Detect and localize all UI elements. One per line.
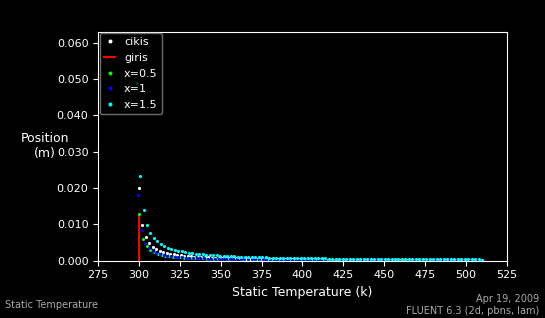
Text: Static Temperature: Static Temperature [5, 300, 99, 310]
cikis [202, 255, 208, 259]
x=1 [387, 258, 394, 262]
X-axis label: Static Temperature (k): Static Temperature (k) [232, 286, 373, 299]
x=1.5 [340, 257, 346, 260]
Line: x=0.5: x=0.5 [137, 212, 476, 262]
x=1 [135, 193, 141, 197]
cikis [479, 258, 486, 262]
x=1.5 [311, 256, 318, 260]
x=1 [377, 258, 383, 262]
Line: cikis: cikis [137, 186, 484, 262]
Text: Apr 19, 2009: Apr 19, 2009 [476, 294, 540, 304]
giris [136, 215, 142, 219]
cikis [451, 258, 458, 262]
x=0.5 [369, 258, 376, 262]
x=0.5 [238, 257, 244, 261]
x=1.5 [451, 258, 458, 261]
x=1.5 [479, 258, 486, 261]
Text: FLUENT 6.3 (2d, pbns, lam): FLUENT 6.3 (2d, pbns, lam) [407, 306, 540, 316]
cikis [462, 258, 468, 262]
x=0.5 [414, 258, 421, 262]
x=1.5 [462, 258, 468, 261]
x=1 [479, 259, 486, 262]
Line: x=1: x=1 [136, 194, 484, 262]
cikis [340, 258, 347, 261]
x=0.5 [471, 259, 477, 262]
Legend: cikis, giris, x=0.5, x=1, x=1.5: cikis, giris, x=0.5, x=1, x=1.5 [100, 33, 162, 114]
x=0.5 [456, 258, 462, 262]
x=0.5 [136, 211, 142, 215]
Y-axis label: Position
(m): Position (m) [21, 132, 69, 160]
x=0.5 [422, 258, 428, 262]
x=1 [149, 249, 156, 253]
x=1 [391, 258, 398, 262]
cikis [313, 258, 319, 261]
cikis [136, 186, 142, 190]
x=1 [197, 256, 204, 260]
x=1.5 [199, 252, 206, 256]
cikis [215, 256, 222, 260]
x=1 [369, 258, 376, 262]
Line: x=1.5: x=1.5 [135, 81, 484, 261]
x=1.5 [133, 81, 140, 85]
giris [136, 259, 142, 263]
x=0.5 [181, 256, 187, 259]
x=1.5 [214, 253, 220, 257]
